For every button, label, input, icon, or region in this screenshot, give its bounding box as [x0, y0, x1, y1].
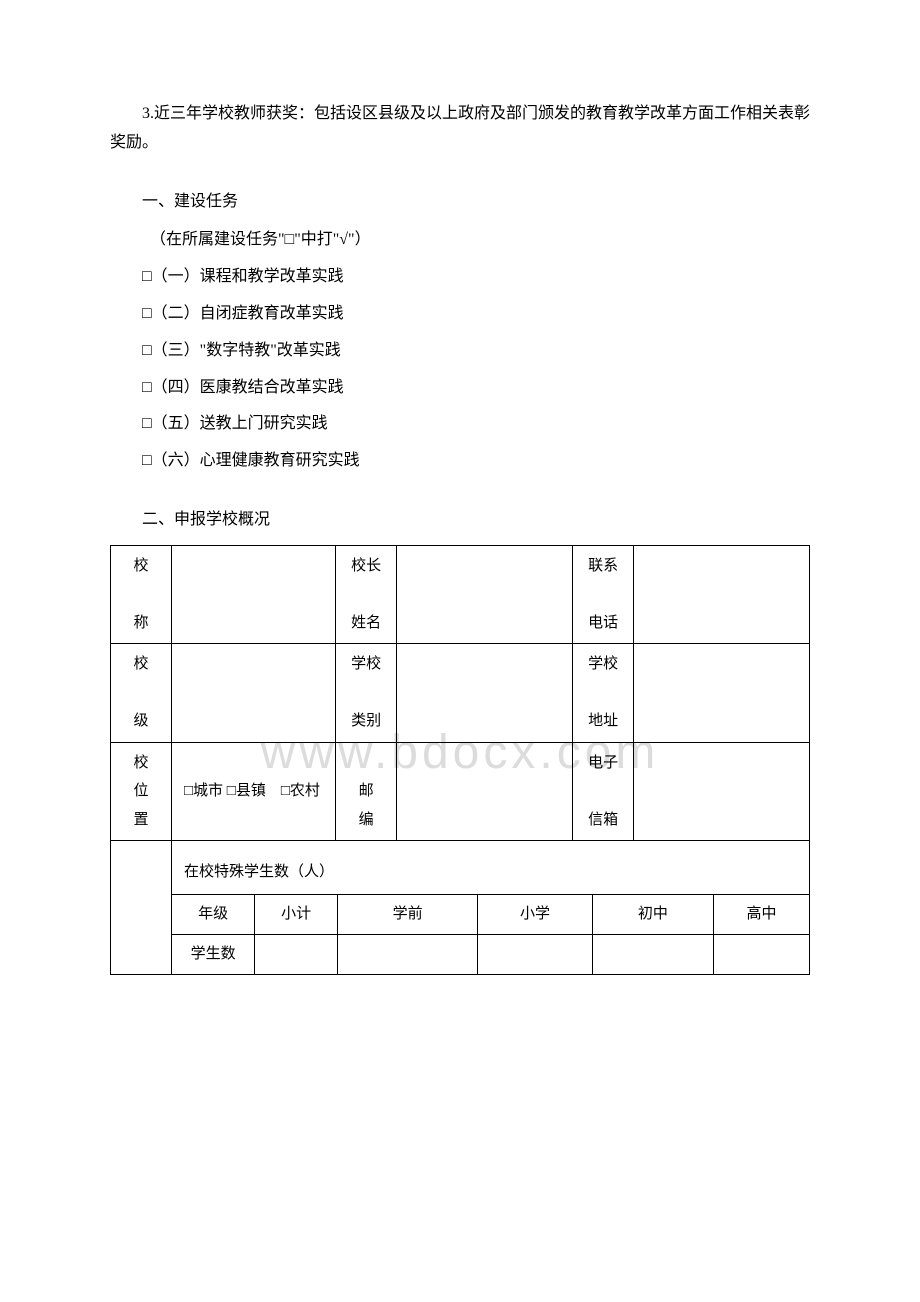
value-principal	[397, 545, 573, 644]
value-postcode	[397, 742, 573, 841]
row-student-count: 学生数	[172, 935, 255, 975]
task-item: □（三）"数字特教"改革实践	[110, 337, 810, 366]
label-address: 学校地址	[573, 644, 634, 743]
task-item: □（一）课程和教学改革实践	[110, 263, 810, 292]
col-grade: 年级	[172, 895, 255, 935]
col-preschool: 学前	[338, 895, 478, 935]
label-school-name: 校称	[111, 545, 172, 644]
label-postcode: 邮编	[336, 742, 397, 841]
table-row: 校级 学校类别 学校地址	[111, 644, 810, 743]
section2-title: 二、申报学校概况	[110, 506, 810, 535]
table-row: 学生数	[172, 935, 809, 975]
table-row: 年级 小计 学前 小学 初中 高中	[172, 895, 809, 935]
label-location: 校位置	[111, 742, 172, 841]
col-senior: 高中	[713, 895, 809, 935]
nested-header: 在校特殊学生数（人）	[172, 851, 809, 895]
value-phone	[634, 545, 810, 644]
label-email: 电子信箱	[573, 742, 634, 841]
section1-instruction: （在所属建设任务"□"中打"√"）	[110, 226, 810, 255]
task-item: □（二）自闭症教育改革实践	[110, 300, 810, 329]
col-primary: 小学	[478, 895, 593, 935]
label-phone: 联系电话	[573, 545, 634, 644]
value-address	[634, 644, 810, 743]
val-subtotal	[255, 935, 338, 975]
value-school-level	[171, 644, 335, 743]
val-junior	[592, 935, 713, 975]
task-item: □（五）送教上门研究实践	[110, 410, 810, 439]
table-row: 校位置 □城市 □县镇 □农村 邮编 电子信箱	[111, 742, 810, 841]
label-blank-left	[111, 841, 172, 975]
section1-title: 一、建设任务	[110, 188, 810, 217]
table-row: 在校特殊学生数（人） 年级 小计 学前 小学 初中 高中 学生数	[111, 841, 810, 975]
val-senior	[713, 935, 809, 975]
value-school-name	[171, 545, 335, 644]
val-preschool	[338, 935, 478, 975]
task-item: □（四）医康教结合改革实践	[110, 374, 810, 403]
value-email	[634, 742, 810, 841]
school-overview-table: 校称 校长姓名 联系电话 校级 学校类别 学校地址 校位置 □城市 □县镇 □农…	[110, 545, 810, 976]
value-school-type	[397, 644, 573, 743]
col-subtotal: 小计	[255, 895, 338, 935]
val-primary	[478, 935, 593, 975]
label-school-level: 校级	[111, 644, 172, 743]
label-principal: 校长姓名	[336, 545, 397, 644]
table-row: 校称 校长姓名 联系电话	[111, 545, 810, 644]
col-junior: 初中	[592, 895, 713, 935]
task-item: □（六）心理健康教育研究实践	[110, 447, 810, 476]
value-location: □城市 □县镇 □农村	[171, 742, 335, 841]
intro-paragraph: 3.近三年学校教师获奖：包括设区县级及以上政府及部门颁发的教育教学改革方面工作相…	[110, 100, 810, 158]
label-school-type: 学校类别	[336, 644, 397, 743]
